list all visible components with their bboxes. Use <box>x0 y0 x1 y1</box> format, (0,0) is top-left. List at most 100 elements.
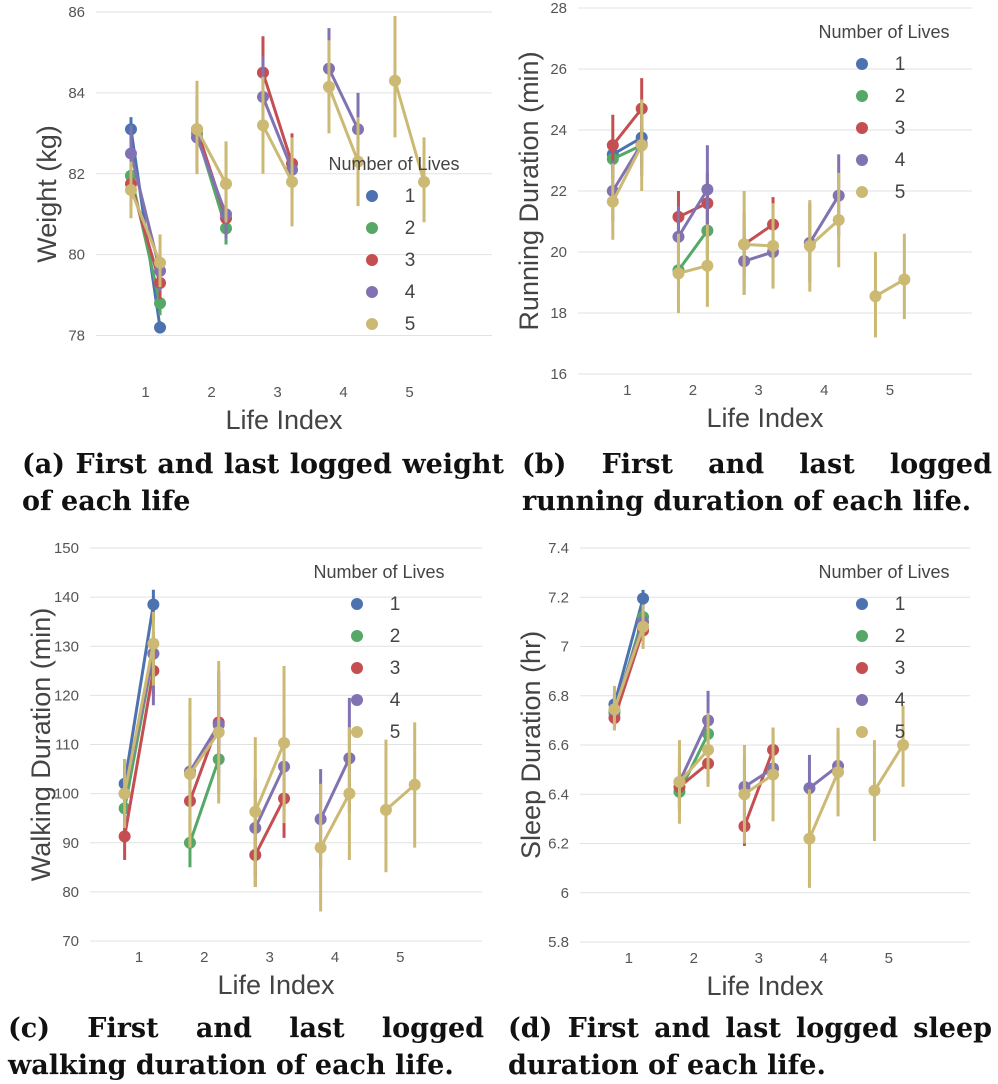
data-point <box>635 139 648 152</box>
series-line <box>253 742 286 813</box>
y-tick-label: 80 <box>68 247 85 264</box>
legend-marker <box>856 726 868 738</box>
series-line <box>195 136 228 215</box>
data-point <box>314 841 327 854</box>
legend-label: 3 <box>405 250 416 271</box>
y-tick-label: 6.4 <box>548 786 569 803</box>
legend-label: 3 <box>895 658 906 679</box>
chart-panel-c: 70 80 90 100 110 120 130 140 150 1 2 3 4 5 Life Index W… <box>0 538 500 1008</box>
data-point <box>220 177 233 190</box>
series-line <box>327 67 360 130</box>
data-point <box>897 739 910 751</box>
data-point <box>183 767 196 780</box>
series-line <box>611 107 643 147</box>
data-point <box>767 768 780 781</box>
data-point <box>322 80 335 93</box>
x-tick-label: 5 <box>396 949 404 966</box>
legend-label: 4 <box>390 690 401 711</box>
data-point <box>118 830 131 843</box>
legend-marker <box>856 58 868 70</box>
data-point <box>606 139 619 152</box>
y-axis-title: Sleep Duration (hr) <box>516 631 546 859</box>
data-point <box>832 213 845 226</box>
chart-a-svg: 78 80 82 84 86 1 2 3 4 5 Life Index Weight (kg) Numb… <box>32 4 492 435</box>
data-point <box>278 737 291 750</box>
y-tick-label: 84 <box>68 85 85 102</box>
x-tick-label: 3 <box>265 949 273 966</box>
series-line <box>261 124 294 183</box>
legend-marker <box>351 726 363 738</box>
data-point <box>898 273 911 286</box>
x-tick-label: 1 <box>623 382 631 399</box>
y-tick-label: 130 <box>54 638 79 655</box>
series-line <box>677 188 709 238</box>
x-axis-title: Life Index <box>706 403 824 433</box>
y-tick-label: 6.6 <box>548 737 569 754</box>
legend-marker <box>351 694 363 706</box>
data-point <box>637 620 650 633</box>
data-point <box>190 123 203 136</box>
legend-marker <box>351 662 363 674</box>
x-tick-label: 3 <box>273 384 281 401</box>
data-point <box>702 743 715 756</box>
data-point <box>738 788 751 801</box>
legend-label: 1 <box>405 186 416 207</box>
data-point <box>738 238 751 251</box>
data-point <box>608 703 621 716</box>
data-point <box>803 239 816 252</box>
data-point <box>701 259 714 272</box>
y-tick-label: 86 <box>68 4 85 21</box>
legend-label: 5 <box>405 314 416 335</box>
chart-d-svg: 5.8 6 6.2 6.4 6.6 6.8 7 7.2 7.4 1 2 3 4 5 Life Index Sl… <box>516 540 970 1001</box>
legend-marker <box>856 122 868 134</box>
legend-label: 1 <box>895 594 906 615</box>
data-point <box>352 155 365 168</box>
data-point <box>767 239 780 252</box>
y-axis-title: Weight (kg) <box>32 125 62 263</box>
data-point <box>832 766 845 779</box>
legend-title: Number of Lives <box>818 22 949 42</box>
legend-marker <box>366 190 378 202</box>
data-point <box>388 74 401 87</box>
legend-title: Number of Lives <box>818 562 949 582</box>
y-tick-label: 100 <box>54 786 79 803</box>
legend-label: 4 <box>895 150 906 171</box>
series-line <box>327 86 360 163</box>
series-line <box>808 218 840 248</box>
legend-marker <box>856 598 868 610</box>
data-point <box>154 321 167 334</box>
y-tick-label: 6.8 <box>548 688 569 705</box>
data-point <box>869 290 882 303</box>
legend-marker <box>351 630 363 642</box>
data-point <box>418 175 431 188</box>
y-tick-label: 5.8 <box>548 934 569 951</box>
series-line <box>261 72 294 165</box>
data-point <box>701 183 714 196</box>
legend-label: 1 <box>895 54 906 75</box>
caption-a: (a) First and last logged weight of each… <box>22 449 504 517</box>
series-line <box>188 731 220 775</box>
data-point <box>124 183 137 196</box>
legend-label: 5 <box>895 182 906 203</box>
y-tick-label: 82 <box>68 166 85 183</box>
series-line <box>611 144 644 203</box>
chart-panel-b: 16 18 20 22 24 26 28 1 2 3 4 5 Life Index Running Dur… <box>500 0 998 445</box>
y-tick-label: 18 <box>550 305 567 322</box>
legend-marker <box>351 598 363 610</box>
legend-label: 5 <box>895 722 906 743</box>
legend-label: 2 <box>895 86 906 107</box>
legend-marker <box>856 662 868 674</box>
x-tick-label: 2 <box>689 382 697 399</box>
x-tick-label: 3 <box>755 950 763 967</box>
data-point <box>286 175 299 188</box>
legend-label: 2 <box>390 626 401 647</box>
legend-label: 3 <box>895 118 906 139</box>
data-point <box>147 598 160 611</box>
legend-marker <box>856 630 868 642</box>
legend-title: Number of Lives <box>313 562 444 582</box>
legend-label: 2 <box>895 626 906 647</box>
x-tick-label: 4 <box>820 950 828 967</box>
chart-c-svg: 70 80 90 100 110 120 130 140 150 1 2 3 4 5 Life Index W… <box>26 540 482 1000</box>
y-tick-label: 6.2 <box>548 836 569 853</box>
legend-marker <box>856 186 868 198</box>
